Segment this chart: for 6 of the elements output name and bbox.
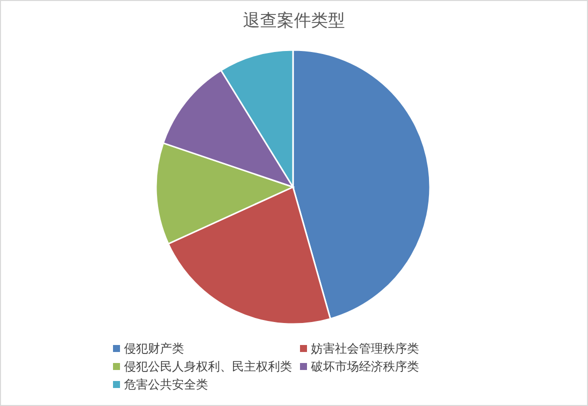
legend-label: 危害公共安全类 bbox=[124, 377, 208, 392]
legend-label: 妨害社会管理秩序类 bbox=[311, 341, 419, 356]
legend-label: 侵犯财产类 bbox=[124, 341, 184, 356]
legend-label: 侵犯公民人身权利、民主权利类 bbox=[124, 359, 292, 374]
chart-title: 退查案件类型 bbox=[243, 11, 345, 31]
legend-label: 破坏市场经济秩序类 bbox=[310, 359, 419, 374]
